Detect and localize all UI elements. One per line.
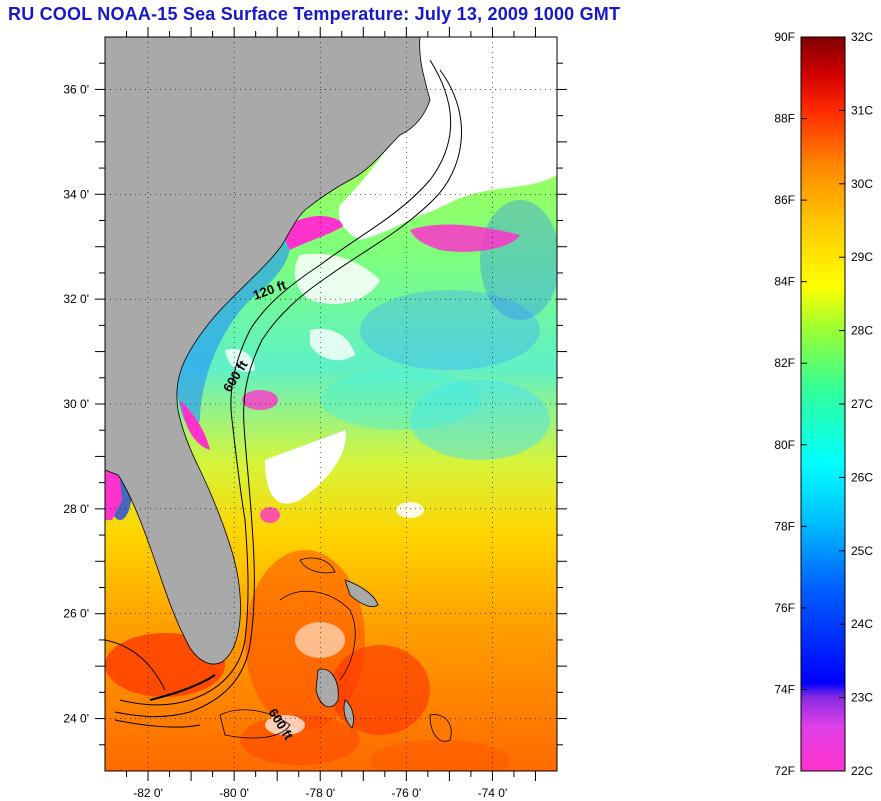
colorbar-c-label: 30C	[851, 177, 873, 191]
colorbar-f-label: 86F	[774, 193, 795, 207]
lat-tick-label: 36 0'	[63, 82, 89, 96]
colorbar-f-label: 82F	[774, 356, 795, 370]
colorbar-f-label: 76F	[774, 601, 795, 615]
depth-contours	[105, 59, 462, 728]
lat-tick-label: 28 0'	[63, 502, 89, 516]
colorbar: 90F 88F 86F 84F 82F 80F 78F 76F 74F 72F 32C 31C 30C 2…	[774, 30, 873, 778]
colorbar-f-label: 88F	[774, 112, 795, 126]
us-land-mass	[105, 37, 431, 665]
colorbar-c-label: 26C	[851, 470, 873, 484]
colorbar-c-label: 23C	[851, 691, 873, 705]
lon-tick-label: -74 0'	[478, 786, 508, 800]
colorbar-c-label: 31C	[851, 103, 873, 117]
cool-water-patches	[108, 200, 557, 520]
lon-tick-label: -80 0'	[219, 786, 249, 800]
colorbar-c-label: 27C	[851, 397, 873, 411]
bahamas-islands	[219, 557, 452, 742]
colorbar-c-label: 24C	[851, 617, 873, 631]
colorbar-f-label: 80F	[774, 438, 795, 452]
colorbar-c-label: 29C	[851, 250, 873, 264]
lat-tick-label: 30 0'	[63, 397, 89, 411]
lat-lon-grid	[105, 37, 557, 771]
colorbar-f-label: 72F	[774, 764, 795, 778]
colorbar-f-label: 84F	[774, 275, 795, 289]
colorbar-f-label: 78F	[774, 519, 795, 533]
colorbar-c-label: 25C	[851, 544, 873, 558]
colorbar-c-label: 32C	[851, 30, 873, 44]
lat-tick-label: 34 0'	[63, 187, 89, 201]
lon-tick-label: -78 0'	[305, 786, 335, 800]
colorbar-f-label: 74F	[774, 682, 795, 696]
colorbar-labels: 90F 88F 86F 84F 82F 80F 78F 76F 74F 72F 32C 31C 30C 2…	[774, 30, 873, 778]
cloud-masked-areas	[225, 37, 557, 735]
lat-tick-label: 24 0'	[63, 712, 89, 726]
map-axes: 36 0' 34 0' 32 0' 30 0' 28 0' 26 0' 24 0' -82 0…	[63, 27, 567, 800]
colorbar-c-label: 22C	[851, 764, 873, 778]
lat-tick-label: 26 0'	[63, 607, 89, 621]
lon-tick-label: -82 0'	[133, 786, 163, 800]
lat-tick-label: 32 0'	[63, 292, 89, 306]
colorbar-f-label: 90F	[774, 30, 795, 44]
lon-tick-label: -76 0'	[392, 786, 422, 800]
florida-keys	[149, 674, 216, 701]
colorbar-c-label: 28C	[851, 324, 873, 338]
colorbar-scale	[800, 36, 846, 772]
map-area: 120 ft 600 ft 600 ft	[105, 37, 557, 771]
map-title: RU COOL NOAA-15 Sea Surface Temperature:…	[8, 4, 621, 24]
